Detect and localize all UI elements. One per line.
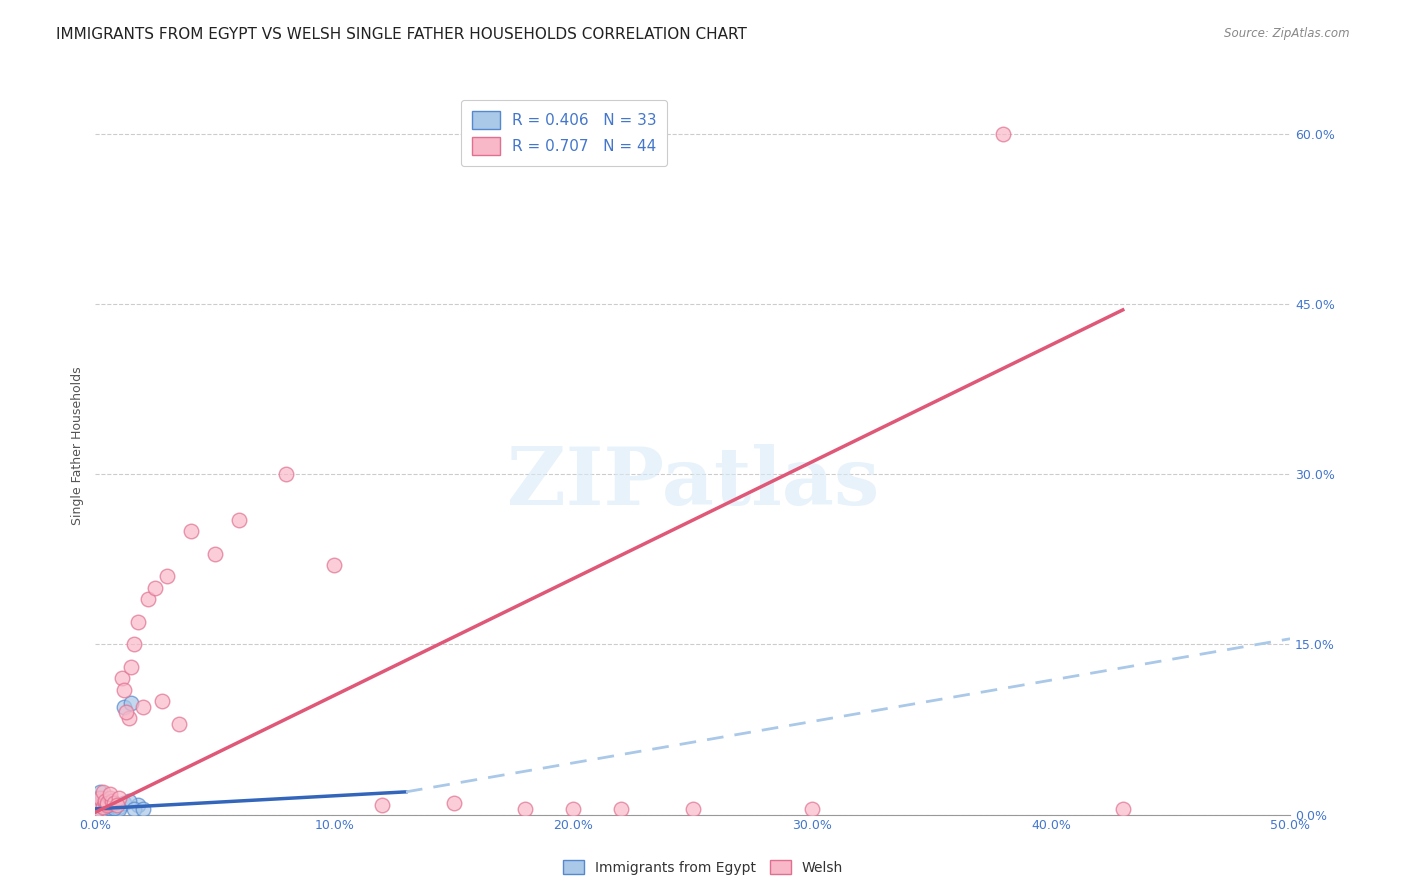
Point [610,802,633,816]
Point [89,790,111,805]
Point [91,785,114,799]
Point [94,799,117,814]
Point [101,794,124,808]
Point [89,804,111,818]
Point [112,796,135,810]
Point [108,802,131,816]
Point [801,802,824,816]
Point [91,796,114,810]
Text: Source: ZipAtlas.com: Source: ZipAtlas.com [1225,27,1350,40]
Point [96,796,118,810]
Point [118,711,141,725]
Point [136,592,159,607]
Point [98,790,121,805]
Point [682,802,704,816]
Point [89,794,111,808]
Point [103,796,125,810]
Point [87,802,110,816]
Point [87,796,110,810]
Point [127,615,149,629]
Point [112,682,135,697]
Point [96,798,118,813]
Point [132,699,155,714]
Point [1112,802,1135,816]
Point [120,697,142,711]
Legend: Immigrants from Egypt, Welsh: Immigrants from Egypt, Welsh [557,855,849,880]
Point [105,798,128,813]
Point [89,785,111,799]
Point [98,787,121,801]
Point [89,798,111,813]
Text: IMMIGRANTS FROM EGYPT VS WELSH SINGLE FATHER HOUSEHOLDS CORRELATION CHART: IMMIGRANTS FROM EGYPT VS WELSH SINGLE FA… [56,27,747,42]
Point [108,790,131,805]
Point [87,797,110,812]
Point [91,801,114,815]
Point [515,802,537,816]
Point [96,798,118,813]
Point [94,794,117,808]
Point [111,672,134,686]
Point [180,524,202,538]
Point [132,802,155,816]
Point [167,716,190,731]
Point [91,803,114,817]
Point [103,796,125,810]
Point [108,799,131,814]
Point [122,802,145,816]
Point [96,798,118,813]
Point [156,569,179,583]
Point [94,796,117,810]
Point [120,660,142,674]
Point [98,801,121,815]
Point [91,793,114,807]
Point [89,795,111,809]
Point [91,790,114,805]
Text: ZIPatlas: ZIPatlas [506,444,879,522]
Point [127,798,149,813]
Point [87,802,110,816]
Point [115,706,138,720]
Legend: R = 0.406   N = 33, R = 0.707   N = 44: R = 0.406 N = 33, R = 0.707 N = 44 [461,100,666,166]
Point [112,699,135,714]
Point [443,796,465,810]
Point [204,547,226,561]
Point [276,467,298,482]
Point [89,798,111,813]
Point [562,802,585,816]
Y-axis label: Single Father Households: Single Father Households [72,367,84,525]
Point [103,801,125,815]
Point [371,798,394,813]
Point [101,798,124,813]
Point [87,790,110,805]
Point [87,794,110,808]
Point [96,799,118,814]
Point [323,558,346,572]
Point [122,637,145,651]
Point [143,581,166,595]
Point [91,799,114,814]
Point [94,796,117,810]
Point [150,694,173,708]
Point [228,513,250,527]
Point [98,794,121,808]
Point [993,127,1015,141]
Point [94,802,117,816]
Point [118,794,141,808]
